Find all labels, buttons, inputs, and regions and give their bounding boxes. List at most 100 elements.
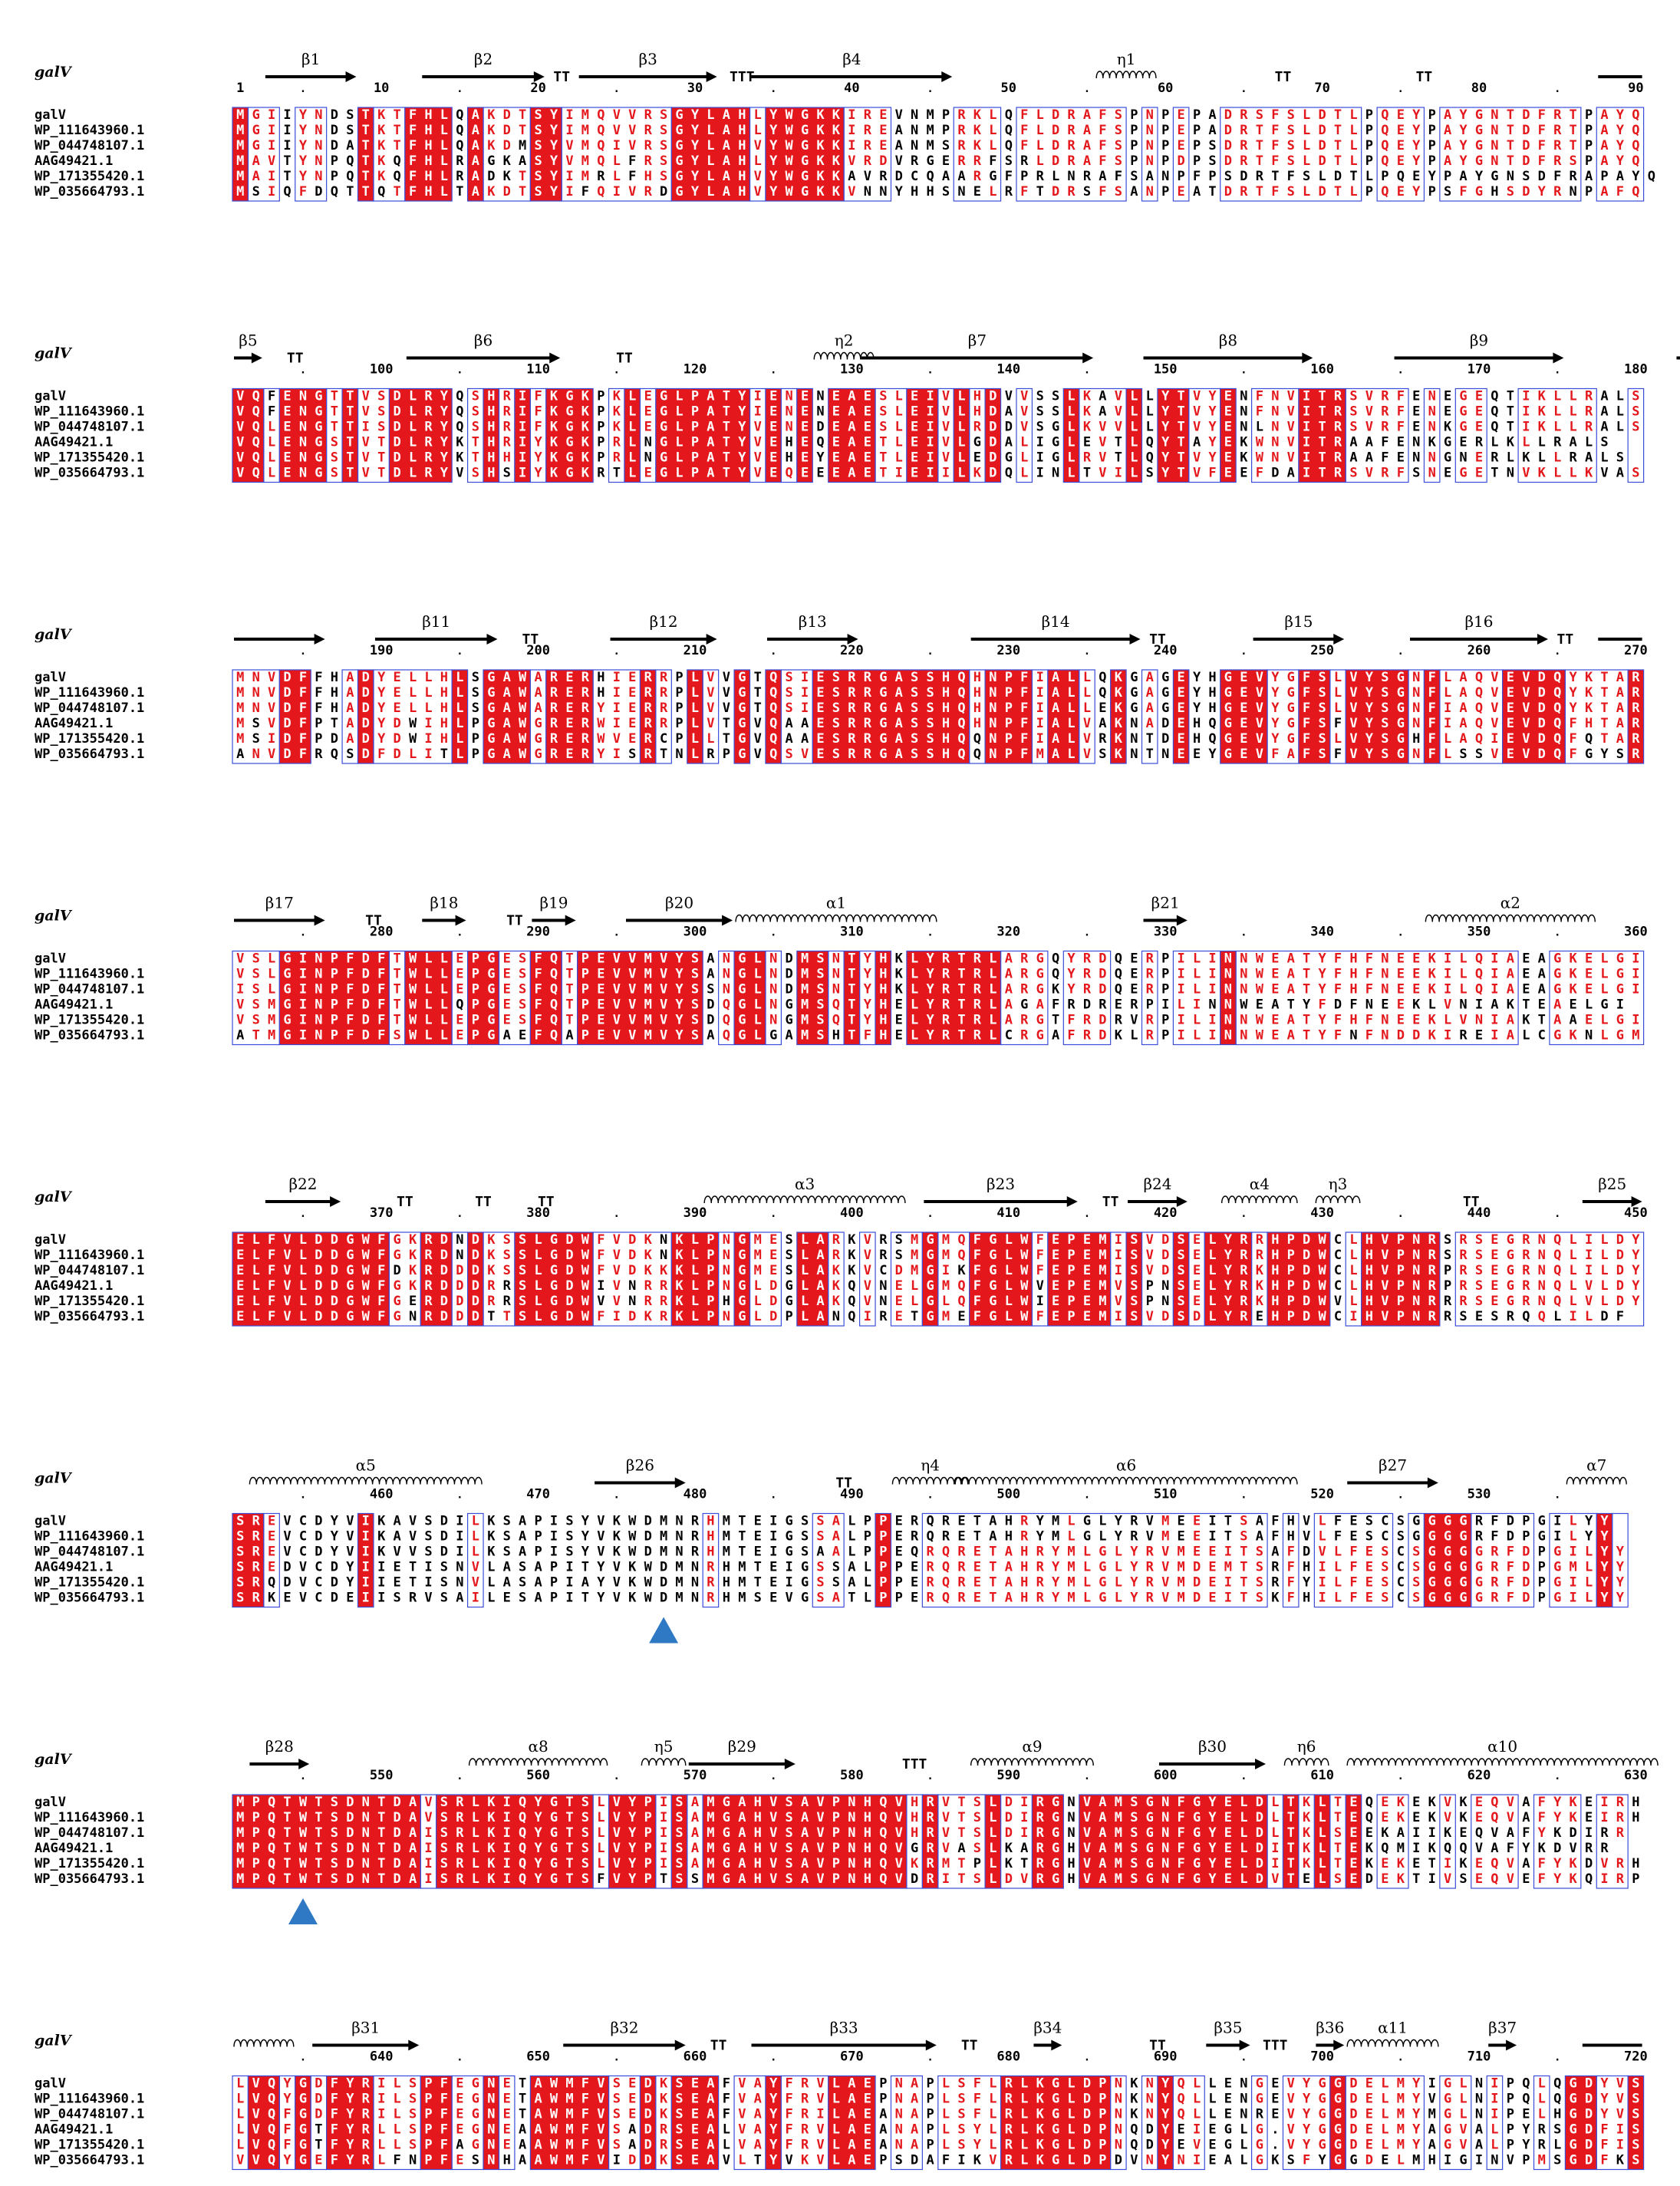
sequence-name: WP_035664793.1 <box>35 466 144 481</box>
sequence-name: WP_111643960.1 <box>35 967 144 982</box>
identical-residue-box <box>404 107 453 201</box>
identical-residue-box <box>357 670 374 763</box>
conservation-frame <box>577 950 703 1046</box>
position-number: 400 <box>840 1205 864 1221</box>
identical-residue-box <box>248 2076 280 2170</box>
beta-strand-arrowhead <box>1506 2039 1517 2051</box>
sequence-name: WP_111643960.1 <box>35 2092 144 2107</box>
turn-label: TT <box>538 1194 555 1210</box>
beta-strand-arrowhead <box>314 915 325 926</box>
sequence-name: WP_171355420.1 <box>35 1294 144 1309</box>
identical-residue-box <box>530 107 562 201</box>
conservation-frame <box>1345 1794 1362 1889</box>
conservation-frame <box>953 107 1002 202</box>
position-tick: . <box>614 364 620 377</box>
position-tick: . <box>456 1208 463 1220</box>
position-tick: . <box>456 2052 463 2064</box>
position-tick: . <box>1554 927 1560 939</box>
conservation-frame <box>858 1231 876 1327</box>
sequence-name: WP_111643960.1 <box>35 1248 144 1263</box>
position-tick: . <box>770 1770 776 1782</box>
conservation-frame <box>733 669 751 764</box>
position-tick: . <box>614 83 620 95</box>
identical-residue-box <box>671 1232 719 1326</box>
helix-label: η6 <box>1297 1737 1316 1756</box>
identical-residue-box <box>1220 388 1237 483</box>
beta-strand-arrowhead <box>1082 352 1094 364</box>
beta-strand-arrowhead <box>455 915 466 926</box>
identical-residue-box <box>436 1795 594 1888</box>
strand-label: β15 <box>1284 612 1313 631</box>
identical-residue-box <box>1032 1795 1064 1888</box>
identical-residue-box <box>703 1795 907 1888</box>
turn-label: TT <box>1149 2038 1166 2054</box>
position-number: 90 <box>1628 81 1643 96</box>
conservation-frame <box>828 1231 845 1327</box>
conservation-frame <box>812 1512 845 1608</box>
strand-label: β17 <box>265 894 294 912</box>
conservation-frame <box>765 950 782 1046</box>
position-tick: . <box>1084 364 1090 377</box>
sequence-name: WP_111643960.1 <box>35 1810 144 1825</box>
conservation-frame <box>1471 1794 1519 1889</box>
alignment-block: galVWP_111643960.1WP_044748107.1AAG49421… <box>35 1456 1629 1644</box>
position-number: 160 <box>1310 362 1334 378</box>
conservation-frame <box>1361 1231 1441 1327</box>
sequence-name: AAG49421.1 <box>35 997 113 1013</box>
sequence-name: WP_044748107.1 <box>35 982 144 997</box>
conservation-frame <box>1079 669 1095 764</box>
sequence-name: galV <box>35 951 66 967</box>
helix-label: η1 <box>1117 50 1136 68</box>
conservation-frame <box>796 387 813 483</box>
structure-reference-label: galV <box>35 64 73 81</box>
sequence-name: WP_171355420.1 <box>35 169 144 184</box>
position-tick: . <box>1554 364 1560 377</box>
position-tick: . <box>1398 1489 1404 1502</box>
conservation-frame <box>263 1512 280 1608</box>
identical-residue-box <box>922 1795 938 1888</box>
identical-residue-box <box>420 2076 453 2170</box>
conservation-frame <box>1627 669 1645 764</box>
position-number: 630 <box>1624 1768 1648 1783</box>
position-number: 590 <box>996 1768 1020 1783</box>
identical-residue-box <box>1220 951 1237 1045</box>
strand-label: β6 <box>474 331 492 350</box>
sequence-name: AAG49421.1 <box>35 1841 113 1856</box>
helix-label: η3 <box>1329 1175 1348 1193</box>
position-number: 170 <box>1468 362 1491 378</box>
position-number: 670 <box>840 2049 864 2065</box>
position-number: 130 <box>840 362 864 378</box>
identical-residue-box <box>640 670 656 763</box>
identical-residue-box <box>1267 1232 1330 1326</box>
alignment-block: galVWP_111643960.1WP_044748107.1AAG49421… <box>35 2019 1648 2171</box>
conservation-frame <box>1110 669 1127 764</box>
position-tick: . <box>770 1489 776 1502</box>
beta-strand-arrowhead <box>706 71 717 82</box>
conservation-frame <box>1235 950 1519 1046</box>
conservation-frame <box>1125 387 1143 483</box>
position-tick: . <box>1554 1208 1560 1220</box>
strand-label: β26 <box>626 1456 654 1475</box>
sequence-name: WP_044748107.1 <box>35 1545 144 1560</box>
position-number: 610 <box>1310 1768 1334 1783</box>
beta-strand-arrowhead <box>1239 2039 1250 2051</box>
position-tick: . <box>456 645 463 658</box>
identical-residue-box <box>734 951 766 1045</box>
conservation-frame <box>1172 107 1190 202</box>
identical-residue-box <box>232 1232 390 1326</box>
conservation-frame <box>875 950 892 1046</box>
position-tick: . <box>456 364 463 377</box>
conservation-frame <box>1220 107 1362 202</box>
beta-strand-arrowhead <box>925 2039 937 2051</box>
beta-strand-arrowhead <box>1129 634 1141 645</box>
turn-label: TT <box>365 913 382 929</box>
position-tick: . <box>1554 1770 1560 1782</box>
sequence-name: WP_035664793.1 <box>35 1028 144 1044</box>
conservation-frame <box>843 107 892 202</box>
